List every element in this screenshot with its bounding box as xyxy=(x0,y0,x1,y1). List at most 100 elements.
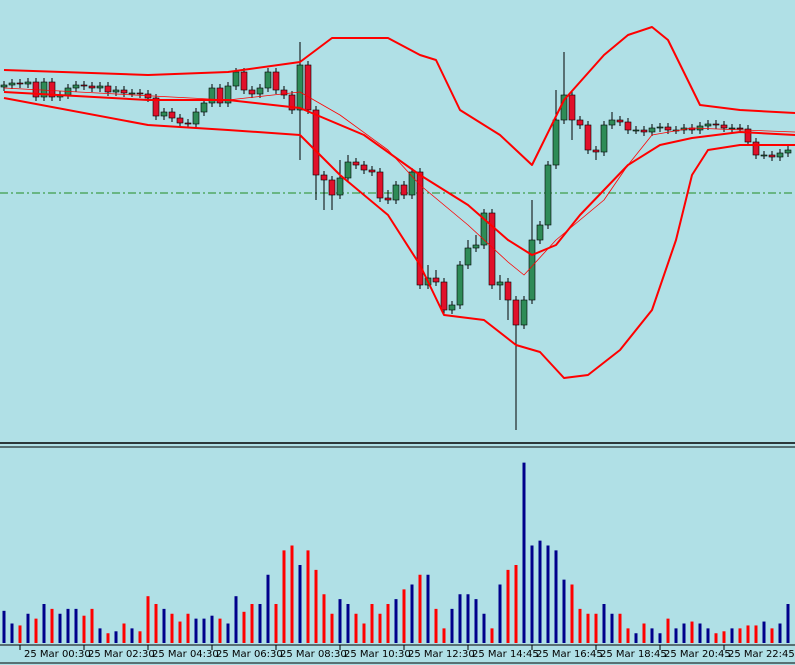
volume-bar xyxy=(74,608,78,643)
volume-bar xyxy=(482,613,486,643)
candle-body xyxy=(616,119,624,123)
candle-body xyxy=(768,154,776,158)
volume-bar xyxy=(98,628,102,643)
volume-bar xyxy=(362,623,366,643)
volume-bar xyxy=(546,545,550,643)
volume-bar xyxy=(570,584,574,643)
volume-bar xyxy=(82,615,86,643)
candle-body xyxy=(208,87,216,104)
candle-body xyxy=(536,224,544,241)
volume-bar xyxy=(226,623,230,643)
volume-bar xyxy=(330,613,334,643)
candle-body xyxy=(344,161,352,179)
volume-bar xyxy=(10,623,14,643)
candle-body xyxy=(240,71,248,91)
candle-body xyxy=(520,299,528,326)
volume-bar xyxy=(418,574,422,643)
candle-body xyxy=(72,84,80,89)
volume-bar xyxy=(474,599,478,643)
candle-body xyxy=(416,171,424,286)
candle-body xyxy=(608,119,616,126)
candle-body xyxy=(368,169,376,173)
candle-body xyxy=(160,111,168,117)
volume-bar xyxy=(386,604,390,643)
candle-body xyxy=(584,124,592,151)
volume-bar xyxy=(306,550,310,643)
candle-body xyxy=(760,154,768,157)
volume-bar xyxy=(538,540,542,643)
volume-bar xyxy=(146,596,150,643)
volume-bar xyxy=(210,615,214,643)
candle-body xyxy=(224,85,232,104)
candle-body xyxy=(264,71,272,89)
x-tick-label: 25 Mar 02:30 xyxy=(88,649,155,660)
candle-body xyxy=(256,87,264,95)
band-line xyxy=(3,97,795,379)
candle-body xyxy=(592,149,600,153)
volume-bar xyxy=(42,604,46,643)
volume-bar xyxy=(90,608,94,643)
volume-bar xyxy=(122,623,126,643)
volume-bar xyxy=(26,613,30,643)
volume-bar xyxy=(578,608,582,643)
candle-body xyxy=(80,84,88,87)
volume-bar xyxy=(258,604,262,643)
volume-bar xyxy=(34,618,38,643)
volume-bar xyxy=(346,604,350,643)
candle-body xyxy=(600,124,608,153)
volume-bar xyxy=(218,618,222,643)
volume-bar xyxy=(506,569,510,643)
volume-bar xyxy=(290,545,294,643)
candle-body xyxy=(464,247,472,266)
volume-bar xyxy=(202,618,206,643)
volume-bar xyxy=(658,633,662,643)
candle-body xyxy=(456,264,464,306)
candle-body xyxy=(728,127,736,130)
x-tick-label: 25 Mar 00:30 xyxy=(24,649,91,660)
volume-bar xyxy=(282,550,286,643)
candle-body xyxy=(184,122,192,125)
volume-bar xyxy=(466,594,470,643)
volume-bar xyxy=(626,628,630,643)
volume-bar xyxy=(450,608,454,643)
volume-bar xyxy=(2,610,6,643)
volume-bar xyxy=(778,623,782,643)
volume-bar xyxy=(642,623,646,643)
volume-bar xyxy=(618,613,622,643)
candle-body xyxy=(296,64,304,111)
candle-body xyxy=(440,281,448,311)
volume-bar xyxy=(274,604,278,643)
candle-body xyxy=(664,126,672,131)
volume-bar xyxy=(610,613,614,643)
x-tick-label: 25 Mar 14:45 xyxy=(472,649,539,660)
candle-body xyxy=(472,244,480,249)
volume-bar xyxy=(490,628,494,643)
volume-bar xyxy=(746,625,750,643)
candle-body xyxy=(744,128,752,143)
volume-bar xyxy=(378,613,382,643)
volume-bar xyxy=(234,596,238,643)
volume-bar xyxy=(442,628,446,643)
volume-bar xyxy=(130,628,134,643)
volume-bar xyxy=(666,618,670,643)
candle-body xyxy=(136,92,144,95)
x-tick-label: 25 Mar 12:30 xyxy=(408,649,475,660)
candle-body xyxy=(168,111,176,119)
band-line xyxy=(3,91,795,256)
candle-body xyxy=(736,127,744,130)
candle-body xyxy=(408,171,416,196)
x-tick-label: 25 Mar 22:45 xyxy=(728,649,795,660)
volume-bar xyxy=(162,608,166,643)
candle-body xyxy=(488,212,496,286)
x-tick-label: 25 Mar 18:45 xyxy=(600,649,667,660)
volume-bar xyxy=(338,599,342,643)
volume-bar xyxy=(18,625,22,643)
candle-body xyxy=(0,84,8,88)
candle-body xyxy=(544,164,552,226)
volume-bar xyxy=(762,621,766,643)
candle-body xyxy=(104,85,112,93)
candle-body xyxy=(216,87,224,104)
candle-body xyxy=(376,171,384,199)
volume-bar xyxy=(66,608,70,643)
